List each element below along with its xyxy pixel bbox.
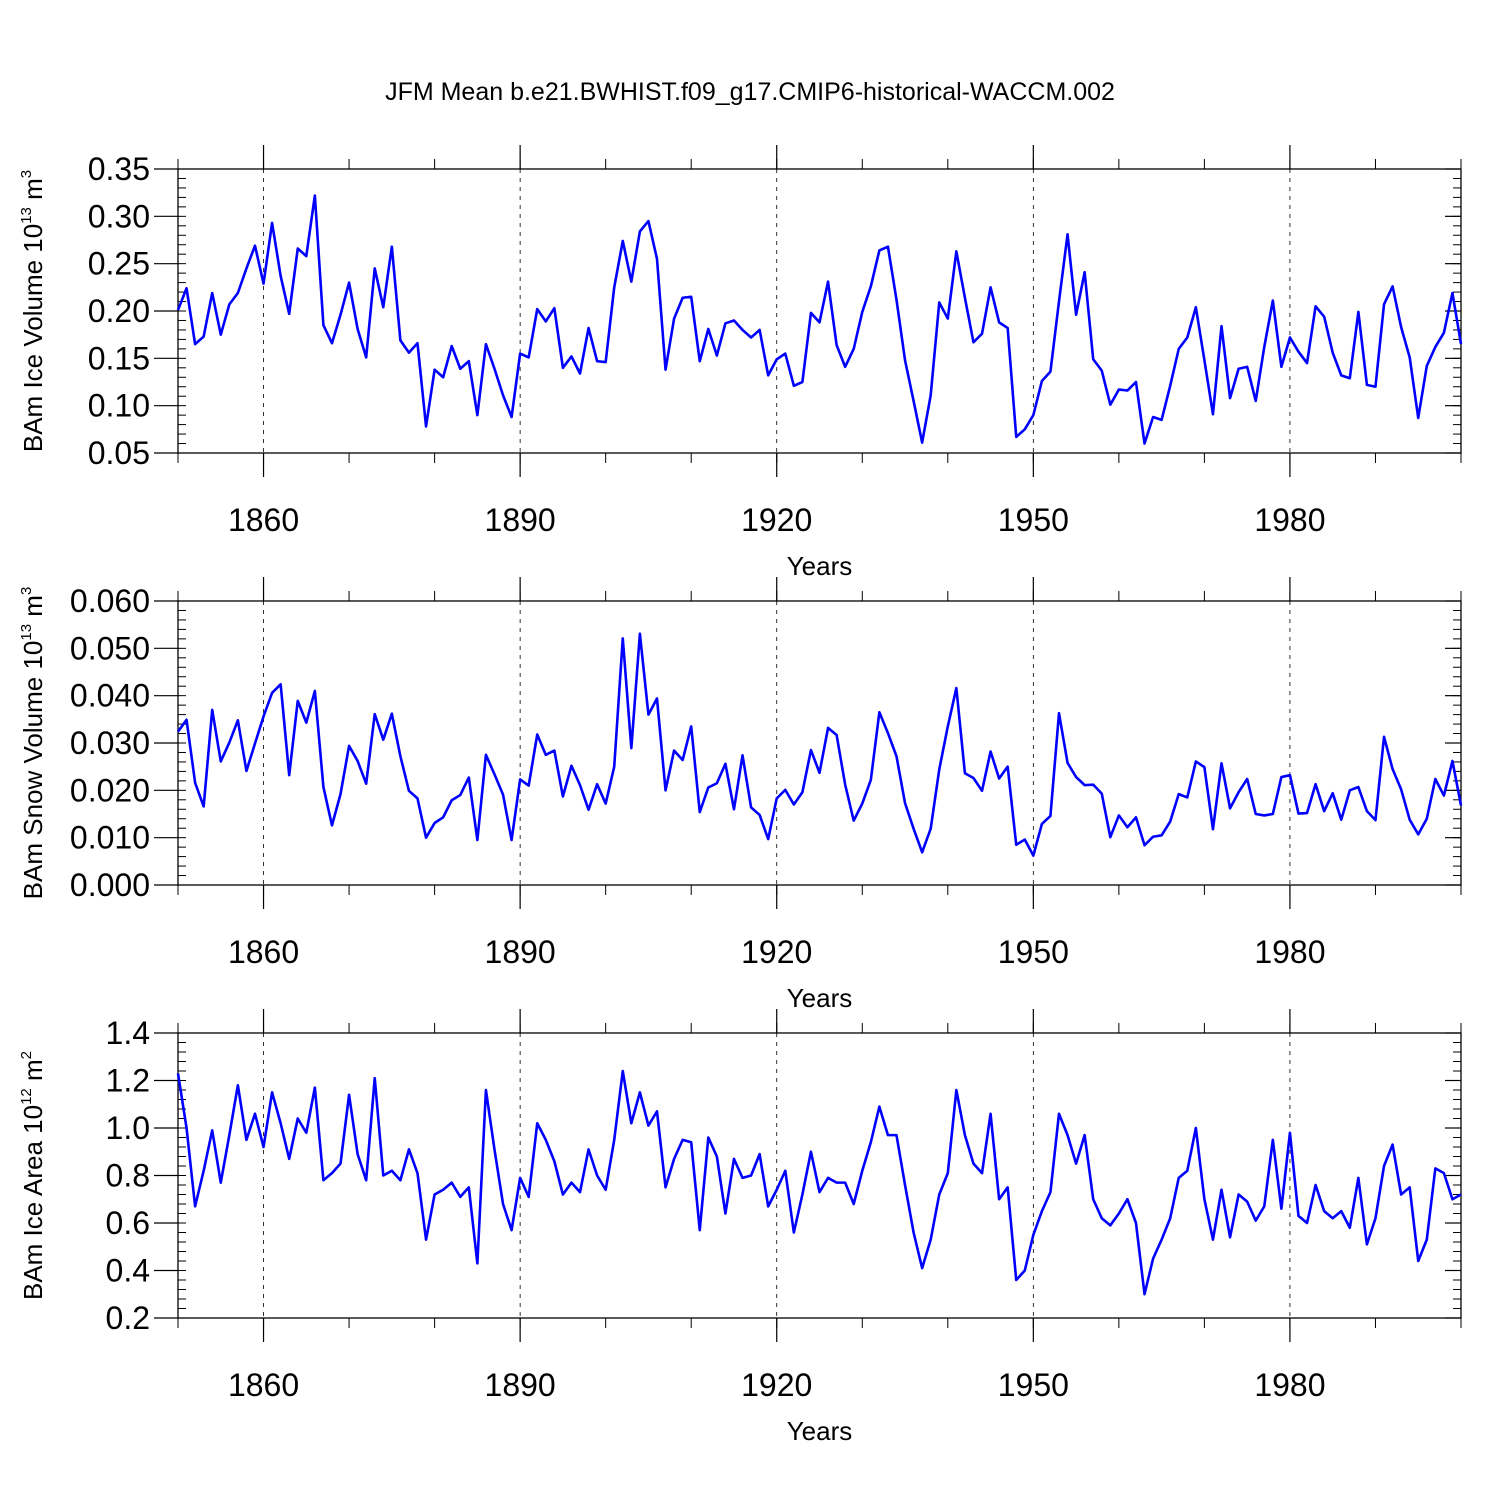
- plot-frame: [177, 1032, 1462, 1319]
- x-tick-label: 1860: [228, 934, 299, 970]
- x-tick-label: 1920: [741, 934, 812, 970]
- y-tick-label: 0.020: [70, 772, 150, 808]
- y-tick-label: 0.4: [106, 1253, 150, 1289]
- y-tick-label: 0.2: [106, 1300, 150, 1336]
- plot-frame: [177, 600, 1462, 886]
- x-tick-label: 1920: [741, 1367, 812, 1403]
- series-line-snow-volume: [176, 632, 1463, 857]
- y-axis-title: BAm Ice Volume 1013 m3: [18, 170, 48, 452]
- y-tick-label: 0.050: [70, 630, 150, 666]
- y-tick-label: 1.2: [106, 1063, 150, 1099]
- panel-snow-volume: 0.000 0.010 0.020 0.030 0.040 0.050 0.060 1860 1…: [18, 577, 1463, 1013]
- y-tick-label: 0.05: [88, 435, 150, 471]
- x-tick-label: 1950: [998, 502, 1069, 538]
- y-tick-label: 0.8: [106, 1158, 150, 1194]
- y-tick-label: 0.15: [88, 340, 150, 376]
- x-axis-title: Years: [787, 983, 853, 1013]
- x-axis-title: Years: [787, 551, 853, 581]
- x-tick-label: 1980: [1254, 934, 1325, 970]
- panel-ice-area: 0.2 0.4 0.6 0.8 1.0 1.2 1.4 1860 1890 1920 1950 198…: [18, 1009, 1462, 1446]
- y-tick-label: 0.060: [70, 583, 150, 619]
- x-tick-label: 1890: [485, 502, 556, 538]
- y-tick-label: 1.0: [106, 1110, 150, 1146]
- x-tick-label: 1860: [228, 1367, 299, 1403]
- y-axis-title: BAm Ice Area 1012 m2: [18, 1051, 48, 1300]
- panel-ice-volume: 0.05 0.10 0.15 0.20 0.25 0.30 0.35 1860 1890 1920…: [18, 145, 1463, 581]
- y-tick-label: 0.25: [88, 246, 150, 282]
- x-tick-label: 1890: [485, 1367, 556, 1403]
- x-axis-title: Years: [787, 1416, 853, 1446]
- y-tick-label: 0.30: [88, 198, 150, 234]
- x-tick-label: 1980: [1254, 502, 1325, 538]
- x-tick-label: 1920: [741, 502, 812, 538]
- x-tick-label: 1980: [1254, 1367, 1325, 1403]
- series-line-ice-volume: [176, 194, 1463, 445]
- y-tick-label: 0.000: [70, 867, 150, 903]
- y-tick-label: 0.040: [70, 678, 150, 714]
- plot-frame: [177, 168, 1462, 454]
- y-tick-label: 0.10: [88, 388, 150, 424]
- figure-title: JFM Mean b.e21.BWHIST.f09_g17.CMIP6-hist…: [385, 78, 1115, 106]
- y-tick-label: 0.35: [88, 151, 150, 187]
- x-tick-label: 1890: [485, 934, 556, 970]
- x-tick-label: 1950: [998, 934, 1069, 970]
- series-line-ice-area: [176, 1069, 1462, 1296]
- y-tick-label: 0.6: [106, 1205, 150, 1241]
- y-axis-title: BAm Snow Volume 1013 m3: [18, 587, 48, 900]
- x-tick-label: 1860: [228, 502, 299, 538]
- y-tick-label: 0.030: [70, 725, 150, 761]
- y-tick-label: 1.4: [106, 1015, 150, 1051]
- y-tick-label: 0.010: [70, 820, 150, 856]
- x-tick-label: 1950: [998, 1367, 1069, 1403]
- y-tick-label: 0.20: [88, 293, 150, 329]
